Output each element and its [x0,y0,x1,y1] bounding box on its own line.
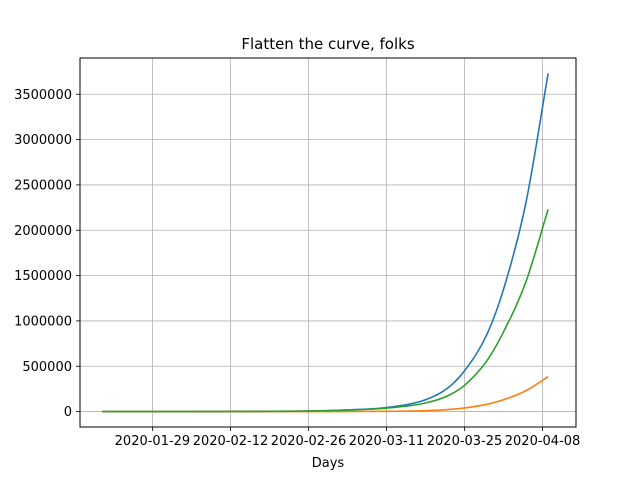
grid [80,58,576,427]
x-tick-label: 2020-02-26 [271,434,347,449]
plot-frame [79,57,577,428]
x-tick-label: 2020-01-29 [115,434,191,449]
y-tick-label: 2500000 [14,178,72,193]
y-tick-label: 500000 [22,360,72,375]
x-tick-label: 2020-02-12 [193,434,269,449]
series-line [102,209,549,413]
x-axis-title: Days [312,456,345,471]
y-tick-label: 1000000 [14,314,72,329]
y-tick-label: 0 [64,405,72,420]
y-tick-label: 1500000 [14,269,72,284]
axis-ticks: 2020-01-29 2020-02-12 2020-02-26 2020-03-11… [14,88,580,449]
x-tick-label: 2020-03-25 [427,434,503,449]
x-tick-label: 2020-03-11 [349,434,425,449]
series-lines [102,73,549,413]
y-tick-label: 3500000 [14,88,72,103]
chart-title: Flatten the curve, folks [241,35,415,53]
y-tick-label: 2000000 [14,224,72,239]
y-tick-label: 3000000 [14,133,72,148]
x-tick-label: 2020-04-08 [505,434,581,449]
